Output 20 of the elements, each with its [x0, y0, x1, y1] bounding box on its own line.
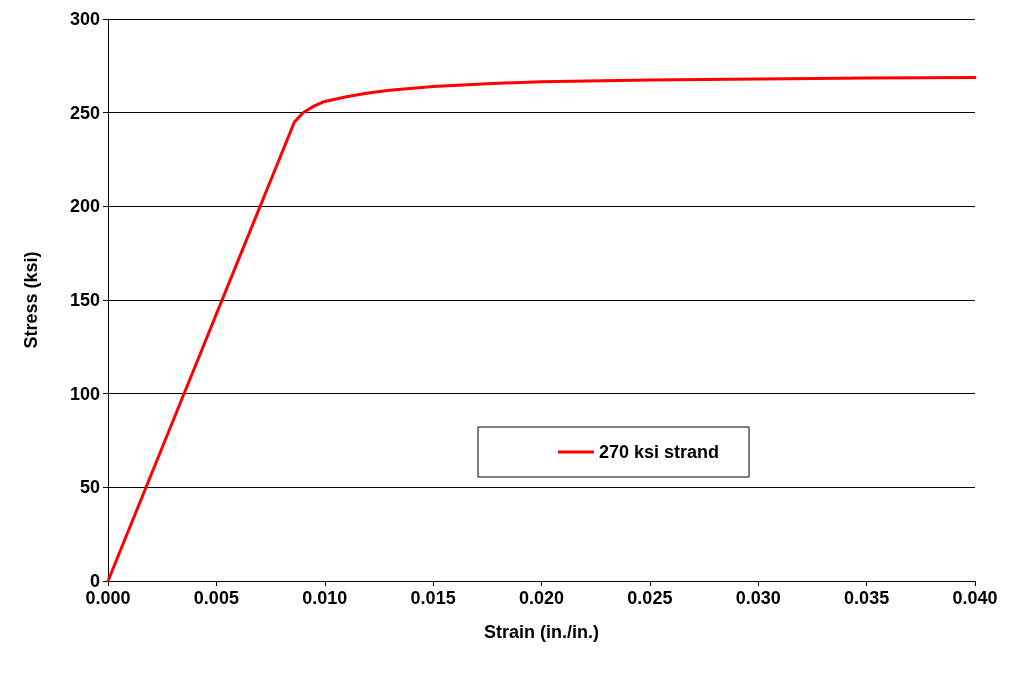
x-tick-label: 0.020	[518, 588, 565, 608]
x-tick-label: 0.000	[85, 588, 131, 608]
legend-label: 270 ksi strand	[599, 442, 720, 462]
x-axis-title: Strain (in./in.)	[484, 622, 599, 642]
x-tick-label: 0.015	[410, 588, 456, 608]
x-tick-label: 0.010	[302, 588, 348, 608]
y-tick-label: 300	[69, 9, 100, 29]
y-tick-label: 250	[69, 102, 100, 123]
x-tick-label: 0.005	[193, 588, 239, 608]
line-series	[106, 75, 977, 583]
y-axis-title: Stress (ksi)	[21, 251, 41, 349]
x-tick-label: 0.030	[735, 588, 781, 608]
x-tick-label: 0.035	[844, 588, 890, 608]
x-tick-label: 0.040	[952, 588, 998, 608]
y-tick-label: 200	[69, 196, 100, 217]
y-tick-label: 150	[69, 290, 100, 310]
y-tick-label: 100	[69, 383, 100, 404]
y-tick-label: 50	[79, 477, 100, 498]
x-tick-label: 0.025	[627, 588, 673, 608]
y-tick-label: 0	[89, 571, 100, 591]
